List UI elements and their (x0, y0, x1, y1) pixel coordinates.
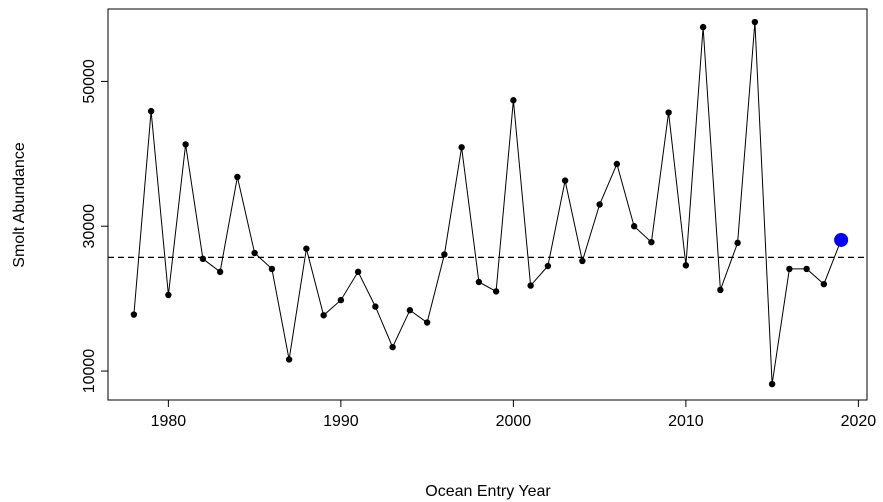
y-axis-title: Smolt Abundance (11, 142, 28, 268)
data-point (130, 311, 138, 318)
x-tick-label: 2020 (841, 413, 877, 430)
x-axis-title: Ocean Entry Year (425, 483, 551, 500)
data-point (717, 286, 724, 294)
x-axis: 1980 1990 2000 2010 2020 (151, 400, 877, 430)
data-point (216, 268, 224, 276)
x-tick-label: 2000 (496, 413, 532, 430)
data-point (682, 262, 690, 269)
data-point (751, 18, 759, 26)
data-point (303, 245, 310, 252)
data-point (665, 109, 672, 116)
data-point (441, 251, 448, 258)
data-point (406, 307, 414, 314)
data-point (182, 141, 189, 148)
highlight-point (834, 232, 849, 247)
data-point (820, 280, 828, 288)
data-point (285, 356, 293, 363)
data-point (337, 296, 345, 304)
series-line (133, 21, 842, 385)
data-point (423, 319, 431, 326)
y-tick-label: 50000 (81, 59, 98, 104)
y-tick-label: 10000 (81, 349, 98, 394)
data-point (389, 343, 396, 351)
data-point (147, 107, 155, 115)
data-point (803, 265, 810, 273)
data-point (630, 223, 638, 230)
data-point (492, 288, 500, 295)
data-point (354, 268, 362, 276)
data-point (510, 97, 517, 104)
y-axis: 10000 30000 50000 (81, 59, 108, 393)
data-point (199, 255, 207, 263)
data-point (268, 265, 276, 273)
data-point (320, 312, 327, 319)
data-point (734, 239, 741, 247)
x-tick-label: 2010 (668, 413, 704, 430)
data-point (699, 23, 707, 31)
data-point (527, 282, 534, 289)
data-point (596, 201, 603, 208)
data-point (786, 265, 793, 273)
data-point (458, 144, 465, 151)
data-point (372, 303, 379, 310)
data-point (234, 173, 241, 181)
data-point (613, 160, 621, 168)
x-tick-label: 1980 (151, 413, 187, 430)
data-point (579, 257, 586, 265)
data-point (768, 380, 776, 388)
series-line-layer (133, 21, 842, 385)
data-point (544, 262, 552, 270)
y-tick-label: 30000 (81, 204, 98, 249)
data-point (251, 249, 258, 257)
data-point (648, 238, 655, 246)
data-point (561, 177, 569, 184)
data-point (475, 278, 483, 286)
data-point (165, 291, 172, 299)
x-tick-label: 1990 (323, 413, 359, 430)
data-points-layer (130, 18, 849, 388)
plot-frame (107, 8, 868, 401)
